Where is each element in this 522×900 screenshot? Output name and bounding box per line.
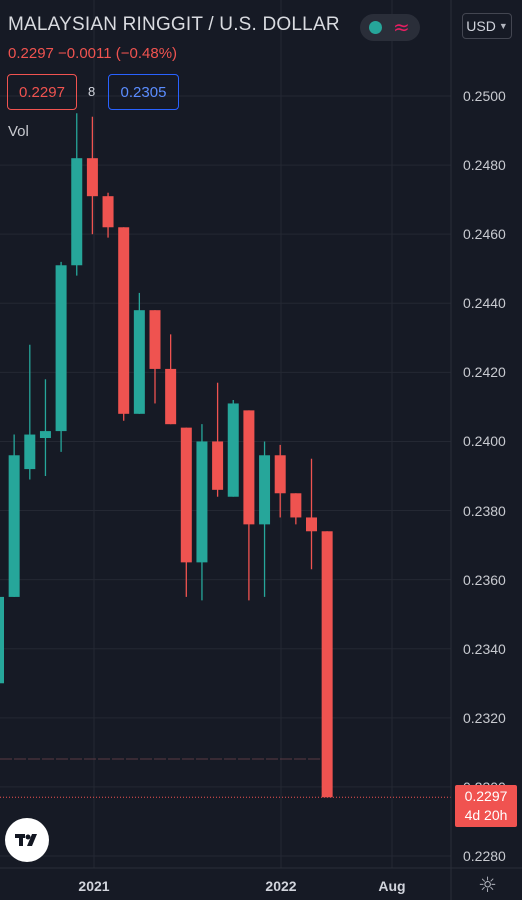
chevron-down-icon: ▼ [498, 21, 508, 31]
chart-grid [0, 0, 451, 868]
candle[interactable] [306, 458, 317, 570]
sell-price: 0.2297 [19, 83, 65, 101]
candle[interactable] [259, 441, 271, 597]
candles[interactable] [0, 113, 451, 798]
y-tick-label: 0.2420 [463, 364, 506, 381]
candle-body [196, 441, 208, 563]
candle[interactable] [149, 310, 161, 404]
instrument-title: MALAYSIAN RINGGIT / U.S. DOLLAR [8, 14, 340, 35]
y-tick-label: 0.2340 [463, 640, 506, 657]
sell-button[interactable]: 0.2297 [7, 74, 77, 110]
candle[interactable] [71, 113, 83, 276]
y-tick-label: 0.2460 [463, 226, 506, 243]
candle-body [227, 403, 239, 497]
candle-body [306, 517, 317, 532]
market-status-icon [369, 21, 382, 34]
candle-body [149, 310, 161, 369]
candle[interactable] [55, 261, 67, 452]
candle[interactable] [39, 379, 51, 476]
candle-body [24, 434, 36, 470]
spread-value: 8 [88, 84, 96, 99]
candle[interactable] [321, 531, 333, 798]
candle-body [180, 427, 192, 563]
candle[interactable] [196, 424, 208, 601]
y-tick-label: 0.2280 [463, 848, 506, 864]
tradingview-logo[interactable] [5, 818, 49, 862]
candle[interactable] [102, 192, 114, 238]
y-tick-label: 0.2400 [463, 433, 506, 450]
candle-body [118, 227, 130, 414]
candle[interactable] [212, 382, 224, 497]
candle-body [212, 441, 224, 490]
candle-body [290, 493, 302, 518]
candle[interactable] [8, 434, 20, 597]
candle[interactable] [86, 116, 98, 235]
candle[interactable] [290, 493, 302, 525]
x-tick-label: 2022 [265, 878, 297, 894]
candle[interactable] [24, 344, 36, 480]
market-status-toggle[interactable]: ≈ [360, 14, 420, 41]
candle[interactable] [0, 596, 4, 684]
candle[interactable] [180, 427, 192, 597]
candle[interactable] [274, 444, 286, 518]
candle-body [55, 265, 67, 432]
candle-body [259, 455, 271, 525]
currency-select[interactable]: USD ▼ [462, 13, 512, 39]
candle-body [71, 158, 83, 266]
y-tick-label: 0.2440 [463, 295, 506, 312]
candle[interactable] [165, 334, 177, 425]
y-tick-label: 0.2360 [463, 571, 506, 588]
x-tick-label: Aug [378, 878, 406, 894]
buy-price: 0.2305 [120, 83, 167, 101]
last-price-tag: 0.2297 4d 20h [455, 785, 517, 827]
candle-body [102, 196, 114, 228]
candle-body [86, 158, 98, 197]
bar-countdown: 4d 20h [464, 807, 508, 823]
candle-body [39, 431, 51, 438]
candle-body [133, 310, 145, 414]
gear-icon[interactable]: ☼ [478, 873, 497, 897]
candle-body [165, 368, 177, 425]
candle-body [0, 596, 4, 684]
buy-button[interactable]: 0.2305 [108, 74, 179, 110]
y-tick-label: 0.2320 [463, 709, 506, 726]
price-change-readout: 0.2297 −0.0011 (−0.48%) [8, 45, 178, 62]
candle[interactable] [133, 292, 145, 414]
candle-body [274, 455, 286, 494]
volume-label[interactable]: Vol [8, 123, 29, 140]
candle[interactable] [227, 400, 239, 497]
last-price-value: 0.2297 [464, 788, 508, 804]
currency-label: USD [466, 18, 496, 34]
candle-body [321, 531, 333, 798]
wave-icon: ≈ [393, 15, 410, 39]
x-tick-label: 2021 [78, 878, 110, 894]
candle-body [243, 410, 255, 525]
candle-body [8, 455, 20, 597]
y-tick-label: 0.2480 [463, 157, 506, 174]
candle[interactable] [243, 410, 255, 601]
y-tick-label: 0.2500 [463, 88, 506, 104]
y-tick-label: 0.2380 [463, 502, 506, 519]
candle[interactable] [118, 227, 130, 421]
